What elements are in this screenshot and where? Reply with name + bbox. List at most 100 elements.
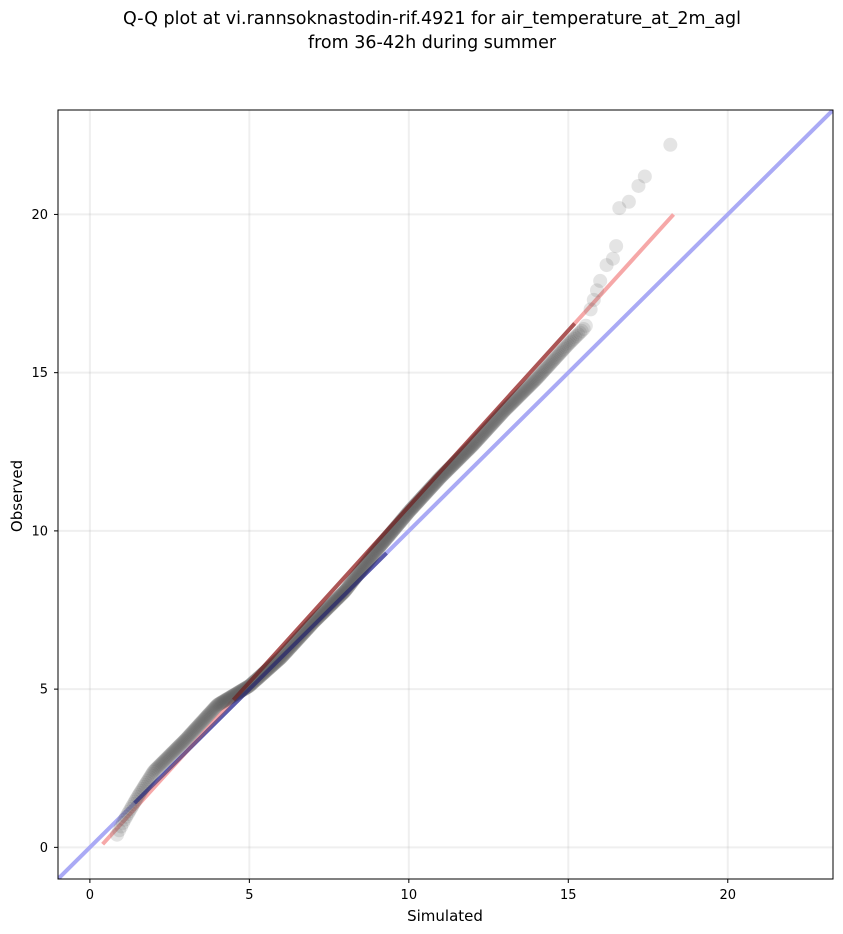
qq-point	[220, 691, 235, 706]
qq-point	[194, 715, 209, 730]
qq-point	[309, 611, 324, 626]
qq-point	[321, 599, 336, 614]
qq-point	[305, 616, 320, 631]
qq-point	[211, 697, 226, 712]
qq-point	[612, 201, 627, 216]
scatter-points	[109, 137, 678, 842]
qq-point	[504, 396, 519, 411]
qq-point	[142, 770, 157, 785]
qq-point	[303, 618, 318, 633]
qq-point	[312, 609, 327, 624]
qq-point	[149, 761, 164, 776]
qq-point	[539, 361, 554, 376]
qq-point	[154, 756, 169, 771]
identity-line-overlap	[133, 551, 388, 805]
qq-point	[152, 759, 167, 774]
y-tick-label: 10	[31, 524, 48, 539]
fit-line-overlap	[231, 322, 577, 702]
qq-point	[217, 693, 232, 708]
qq-point	[189, 720, 204, 735]
qq-point	[523, 377, 538, 392]
qq-point	[167, 743, 182, 758]
qq-point	[157, 753, 172, 768]
qq-point	[512, 388, 527, 403]
y-tick-label: 0	[40, 841, 48, 856]
y-tick-label: 5	[40, 683, 48, 698]
qq-point	[241, 679, 256, 694]
qq-point	[532, 368, 547, 383]
qq-point	[548, 351, 563, 366]
qq-point	[216, 694, 231, 709]
qq-point	[322, 599, 337, 614]
qq-point	[186, 723, 201, 738]
qq-point	[155, 755, 170, 770]
qq-point	[556, 341, 571, 356]
chart-title-line2: from 36-42h during summer	[308, 33, 557, 53]
qq-point	[334, 587, 349, 602]
qq-point	[193, 716, 208, 731]
qq-point	[566, 331, 581, 346]
qq-point	[188, 721, 203, 736]
qq-point	[201, 707, 216, 722]
qq-point	[242, 678, 257, 693]
qq-point	[335, 586, 350, 601]
qq-point	[553, 346, 568, 361]
qq-point	[522, 378, 537, 393]
qq-point	[558, 340, 573, 355]
qq-point	[313, 608, 328, 623]
x-tick-label: 5	[245, 888, 253, 903]
qq-point	[540, 360, 555, 375]
x-axis-label: Simulated	[407, 907, 483, 925]
qq-point	[145, 766, 160, 781]
qq-point	[519, 381, 534, 396]
qq-point	[165, 745, 180, 760]
qq-point	[181, 729, 196, 744]
qq-point	[177, 734, 192, 749]
qq-point	[199, 709, 214, 724]
qq-point	[197, 712, 212, 727]
qq-point	[205, 703, 220, 718]
qq-point	[306, 615, 321, 630]
qq-point	[200, 708, 215, 723]
qq-point	[146, 764, 161, 779]
qq-point	[173, 738, 188, 753]
qq-point	[516, 384, 531, 399]
qq-point	[586, 292, 601, 307]
qq-point	[663, 137, 678, 152]
qq-point	[159, 751, 174, 766]
qq-point	[637, 169, 652, 184]
qq-point	[318, 603, 333, 618]
qq-point	[314, 607, 329, 622]
qq-point	[572, 325, 587, 340]
qq-point	[599, 258, 614, 273]
qq-point	[144, 768, 159, 783]
qq-point	[341, 580, 356, 595]
qq-point	[166, 744, 181, 759]
y-tick-label: 15	[31, 366, 48, 381]
qq-point	[156, 754, 171, 769]
qq-point	[204, 704, 219, 719]
qq-point	[160, 750, 175, 765]
x-tick-label: 15	[560, 888, 577, 903]
qq-point	[195, 714, 210, 729]
qq-point	[508, 392, 523, 407]
qq-point	[544, 355, 559, 370]
qq-point	[120, 807, 135, 822]
qq-point	[122, 804, 137, 819]
qq-point	[320, 601, 335, 616]
qq-point	[311, 610, 326, 625]
qq-point	[180, 730, 195, 745]
qq-point	[328, 593, 343, 608]
qq-point	[174, 737, 189, 752]
y-tick-label: 20	[31, 208, 48, 223]
qq-point	[315, 606, 330, 621]
qq-point	[323, 598, 338, 613]
qq-point	[170, 741, 185, 756]
qq-point	[131, 787, 146, 802]
qq-point	[325, 596, 340, 611]
qq-point	[339, 581, 354, 596]
qq-point	[179, 731, 194, 746]
qq-point	[560, 337, 575, 352]
qq-point	[176, 735, 191, 750]
qq-point	[114, 819, 129, 834]
